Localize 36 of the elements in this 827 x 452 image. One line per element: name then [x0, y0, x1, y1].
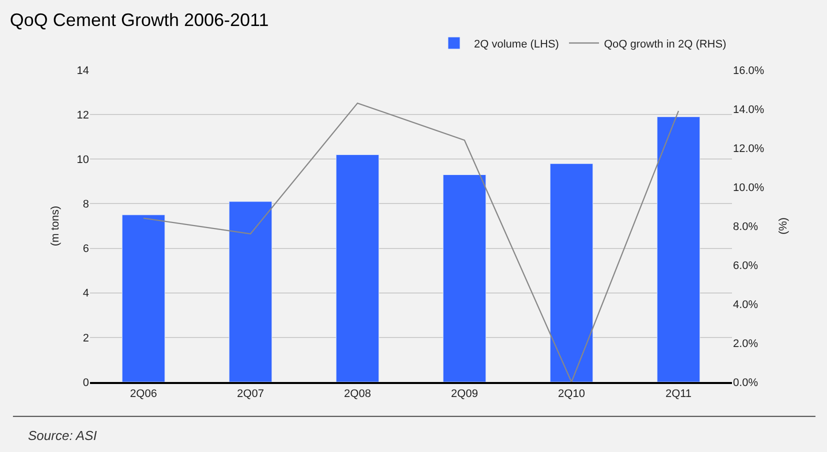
y2-tick-label: 16.0%	[733, 64, 764, 77]
bar	[336, 154, 380, 382]
bar	[656, 116, 700, 382]
y-tick-label: 14	[76, 64, 89, 77]
y2-tick-label: 6.0%	[733, 260, 758, 272]
legend-label: QoQ growth in 2Q (RHS)	[604, 38, 726, 50]
x-tick-label: 2Q09	[451, 388, 478, 400]
bar	[122, 214, 166, 382]
x-tick-label: 2Q10	[558, 388, 585, 400]
y-tick-label: 4	[82, 288, 89, 300]
x-tick-label: 2Q07	[237, 388, 264, 400]
y2-tick-label: 8.0%	[733, 220, 758, 233]
x-tick-label: 2Q06	[130, 388, 157, 400]
y-tick-label: 0	[82, 376, 89, 389]
y2-axis-title: (%)	[778, 217, 790, 235]
y-tick-label: 10	[76, 154, 89, 166]
y2-tick-label: 10.0%	[733, 182, 764, 194]
y2-tick-label: 4.0%	[733, 298, 758, 311]
y2-tick-label: 2.0%	[733, 338, 758, 350]
source-note: Source: ASI	[28, 428, 98, 443]
y2-tick-label: 0.0%	[733, 376, 758, 389]
x-tick-label: 2Q11	[665, 388, 692, 400]
y-tick-label: 8	[82, 198, 89, 211]
y-tick-label: 2	[82, 332, 89, 344]
bar	[550, 163, 594, 382]
y2-tick-label: 14.0%	[733, 104, 764, 116]
line-series	[142, 102, 680, 382]
y-axis-title: (m tons)	[49, 206, 62, 246]
y2-tick-label: 12.0%	[733, 142, 764, 155]
y-tick-label: 12	[76, 109, 89, 122]
legend-label: 2Q volume (LHS)	[474, 38, 559, 50]
bar	[442, 174, 486, 382]
y-tick-label: 6	[82, 243, 89, 256]
chart-title: QoQ Cement Growth 2006-2011	[10, 10, 269, 30]
x-tick-label: 2Q08	[344, 388, 371, 400]
bar	[228, 201, 272, 382]
